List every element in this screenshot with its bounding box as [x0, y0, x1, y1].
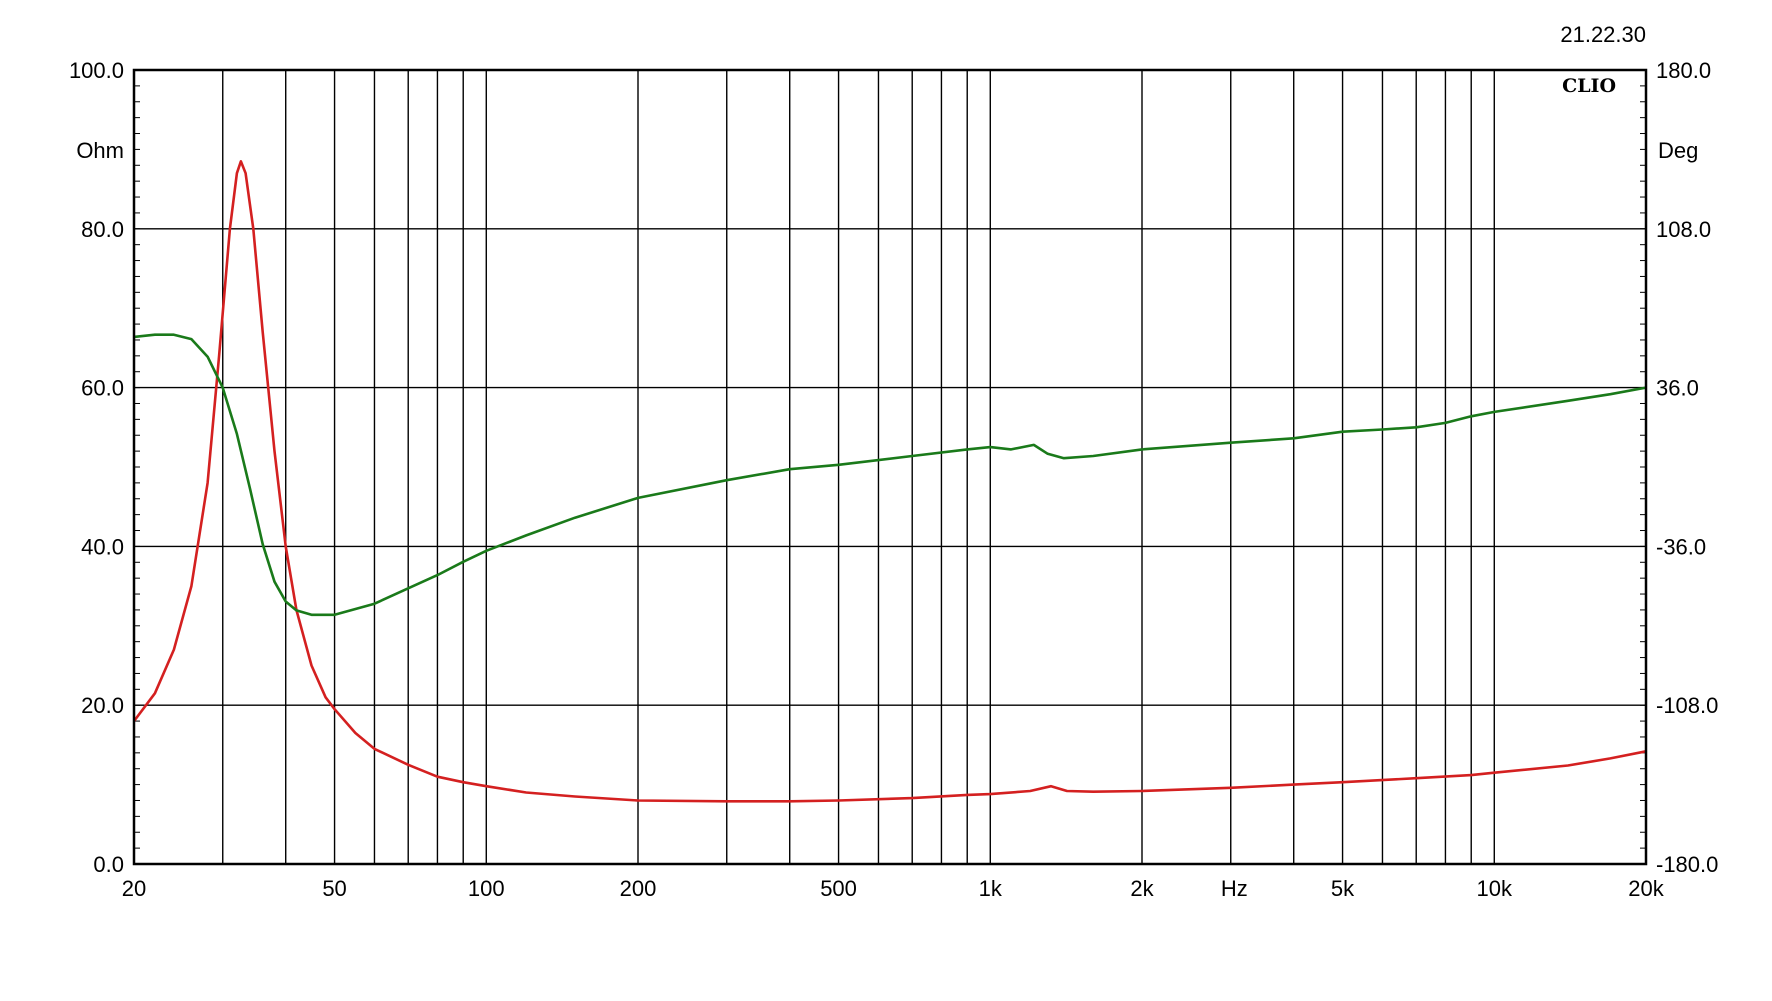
x-tick-label: 20k — [1628, 876, 1664, 901]
x-tick-label: 500 — [820, 876, 857, 901]
left-axis-unit: Ohm — [76, 138, 124, 163]
y-right-tick-label: 180.0 — [1656, 58, 1711, 83]
x-axis-unit: Hz — [1221, 876, 1248, 901]
clio-logo: CLIO — [1562, 75, 1616, 97]
tick-labels: 20 50 100 200 500 1k 2k 5k 10k 20k 0.0 20.0 40.0 60.0… — [69, 58, 1718, 901]
y-left-tick-label: 80.0 — [81, 217, 124, 242]
x-tick-label: 20 — [122, 876, 146, 901]
series-layer — [132, 160, 1647, 803]
phase-series-line — [133, 333, 1647, 617]
y-left-tick-label: 100.0 — [69, 58, 124, 83]
x-tick-label: 100 — [468, 876, 505, 901]
y-left-tick-label: 20.0 — [81, 693, 124, 718]
x-tick-label: 10k — [1477, 876, 1513, 901]
y-left-tick-label: 60.0 — [81, 376, 124, 401]
y-right-tick-label: -180.0 — [1656, 852, 1718, 877]
plot-frame — [132, 68, 1648, 866]
y-right-tick-label: 36.0 — [1656, 376, 1699, 401]
y-right-tick-label: -108.0 — [1656, 693, 1718, 718]
y-right-tick-label: -36.0 — [1656, 534, 1706, 559]
x-tick-label: 5k — [1331, 876, 1355, 901]
right-axis-unit: Deg — [1658, 138, 1698, 163]
x-tick-label: 2k — [1130, 876, 1154, 901]
y-left-tick-label: 0.0 — [93, 852, 124, 877]
y-right-tick-label: 108.0 — [1656, 217, 1711, 242]
y-left-tick-label: 40.0 — [81, 534, 124, 559]
x-tick-label: 200 — [620, 876, 657, 901]
x-tick-label: 1k — [979, 876, 1003, 901]
impedance-series-line — [132, 160, 1647, 803]
timestamp: 21.22.30 — [1560, 22, 1646, 47]
x-tick-label: 50 — [322, 876, 346, 901]
